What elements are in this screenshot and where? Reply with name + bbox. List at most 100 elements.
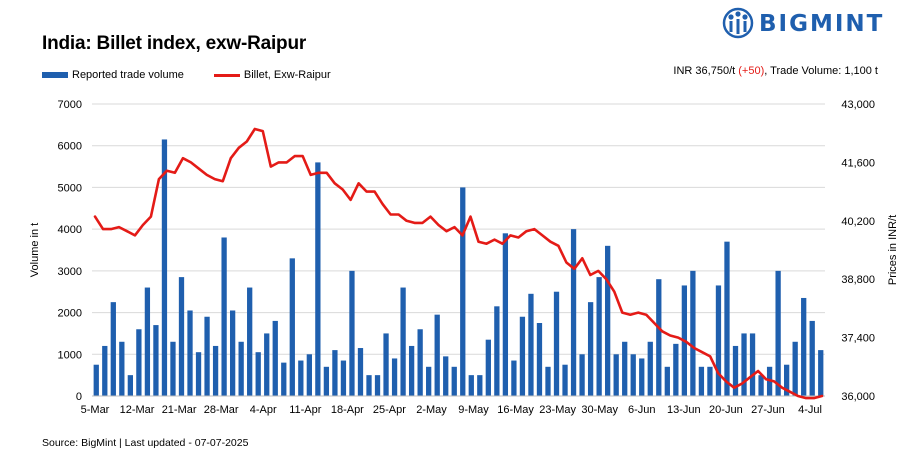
price-line — [93, 127, 824, 400]
volume-bar — [656, 279, 662, 396]
y-right-tick-label: 36,000 — [841, 391, 875, 403]
volume-bar — [315, 162, 321, 396]
volume-bar — [468, 375, 474, 396]
volume-bar — [528, 293, 534, 396]
volume-bar — [553, 291, 560, 396]
legend-item-volume: Reported trade volume — [42, 69, 184, 81]
volume-bar — [545, 366, 551, 396]
x-tick-label: 9-May — [458, 404, 489, 416]
volume-bar — [673, 343, 679, 396]
volume-bar — [758, 375, 764, 396]
volume-bar — [698, 366, 705, 396]
price-change: (+50) — [738, 65, 765, 77]
source-note: Source: BigMint | Last updated - 07-07-2… — [42, 437, 249, 449]
y-right-tick-label: 37,400 — [841, 333, 875, 345]
volume-bar — [187, 310, 193, 396]
y-left-axis-title: Volume in t — [29, 223, 41, 277]
volume-bar — [801, 297, 807, 396]
x-tick-label: 12-Mar — [120, 404, 155, 416]
chart-legend: Reported trade volume Billet, Exw-Raipur — [42, 69, 361, 81]
legend-label-volume: Reported trade volume — [72, 69, 184, 81]
volume-bar — [332, 350, 338, 396]
volume-bar — [383, 333, 389, 396]
chart-title: India: Billet index, exw-Raipur — [42, 33, 307, 54]
volume-bar — [707, 366, 713, 396]
legend-item-price: Billet, Exw-Raipur — [213, 69, 331, 81]
brand-name: BIGMINT — [759, 11, 885, 37]
volume-bar — [221, 237, 227, 396]
y-left-tick-label: 7000 — [58, 99, 82, 111]
volume-bar — [417, 329, 423, 396]
y-right-tick-label: 38,800 — [841, 274, 875, 286]
volume-bar — [451, 366, 457, 396]
y-left-tick-label: 4000 — [58, 224, 82, 236]
volume-bar — [792, 341, 798, 396]
volume-bar — [170, 341, 176, 396]
x-tick-label: 11-Apr — [289, 404, 322, 416]
volume-bar — [204, 316, 210, 396]
volume-bar — [247, 287, 253, 396]
x-tick-label: 4-Apr — [250, 404, 277, 416]
y-left-tick-label: 2000 — [58, 308, 82, 320]
volume-bar — [818, 350, 824, 396]
volume-bar — [724, 241, 730, 396]
bigmint-logo-icon — [722, 7, 754, 39]
volume-bar — [622, 341, 628, 396]
x-tick-label: 27-Jun — [751, 404, 785, 416]
volume-bar — [741, 333, 747, 396]
volume-bar — [460, 187, 466, 396]
volume-bar — [110, 302, 116, 396]
volume-bar — [426, 366, 432, 396]
volume-bar — [366, 375, 372, 396]
x-tick-label: 5-Mar — [81, 404, 110, 416]
x-tick-label: 28-Mar — [204, 404, 239, 416]
volume-bar — [323, 366, 330, 396]
volume-bar — [298, 360, 304, 396]
legend-swatch-bar — [42, 72, 68, 78]
x-tick-label: 23-May — [539, 404, 576, 416]
volume-bar — [630, 354, 636, 396]
volume-bar — [749, 333, 756, 396]
volume-bar — [357, 348, 364, 396]
volume-bar — [715, 285, 722, 396]
y-right-tick-label: 43,000 — [841, 99, 875, 111]
volume-bar — [391, 358, 398, 396]
volume-bar — [809, 320, 815, 396]
volume-bar — [161, 139, 168, 396]
x-tick-label: 18-Apr — [331, 404, 364, 416]
volume-bar — [664, 366, 670, 396]
bigmint-logo: BIGMINT — [722, 6, 892, 42]
volume-bar — [93, 364, 99, 396]
y-right-tick-label: 41,600 — [841, 157, 875, 169]
volume-bar — [443, 356, 449, 396]
volume-bar — [238, 341, 244, 396]
volume-bar — [485, 339, 491, 396]
volume-bar — [229, 310, 236, 396]
volume-bar — [732, 345, 739, 396]
volume-bar — [562, 364, 568, 396]
y-left-tick-label: 3000 — [58, 266, 82, 278]
volume-bar — [340, 360, 347, 396]
volume-bar — [434, 314, 440, 396]
y-right-tick-label: 40,200 — [841, 216, 875, 228]
volume-bar — [212, 345, 219, 396]
volume-bar — [195, 352, 202, 396]
volume-bar — [511, 360, 517, 396]
x-tick-label: 2-May — [416, 404, 447, 416]
legend-label-price: Billet, Exw-Raipur — [243, 69, 331, 81]
volume-bar — [587, 302, 594, 396]
volume-bar — [502, 233, 509, 396]
volume-bar — [153, 325, 159, 396]
volume-bar — [494, 306, 500, 396]
trade-volume: , Trade Volume: 1,100 t — [764, 65, 878, 77]
volume-bar — [579, 354, 585, 396]
legend-swatch-line — [213, 73, 240, 77]
volume-bar — [639, 358, 645, 396]
volume-bar — [400, 287, 406, 396]
volume-bar — [289, 258, 295, 396]
volume-bar — [119, 341, 125, 396]
y-left-tick-label: 1000 — [58, 349, 82, 361]
y-left-tick-label: 5000 — [58, 182, 82, 194]
volume-bar — [408, 345, 415, 396]
